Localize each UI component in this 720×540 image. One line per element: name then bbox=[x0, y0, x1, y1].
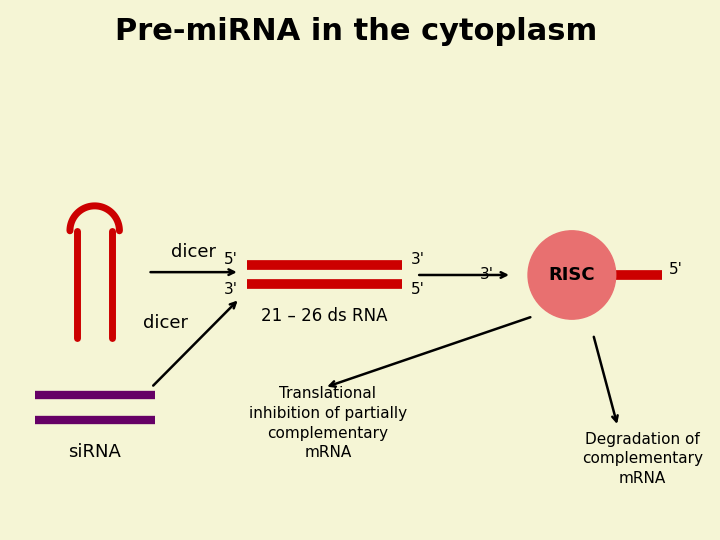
Text: dicer: dicer bbox=[171, 243, 216, 261]
Text: Pre-miRNA in the cytoplasm: Pre-miRNA in the cytoplasm bbox=[115, 17, 598, 46]
Text: siRNA: siRNA bbox=[68, 443, 121, 461]
Text: 5': 5' bbox=[669, 262, 683, 277]
Text: 5': 5' bbox=[225, 252, 238, 267]
Text: 3': 3' bbox=[224, 282, 238, 298]
Text: Degradation of
complementary
mRNA: Degradation of complementary mRNA bbox=[582, 431, 703, 486]
Text: 3': 3' bbox=[480, 267, 494, 282]
Text: 21 – 26 ds RNA: 21 – 26 ds RNA bbox=[261, 307, 387, 325]
Text: 3': 3' bbox=[410, 252, 425, 267]
Text: 5': 5' bbox=[410, 282, 425, 298]
Text: dicer: dicer bbox=[143, 314, 188, 333]
Text: Translational
inhibition of partially
complementary
mRNA: Translational inhibition of partially co… bbox=[249, 386, 407, 461]
Circle shape bbox=[528, 231, 616, 319]
Text: RISC: RISC bbox=[549, 266, 595, 284]
